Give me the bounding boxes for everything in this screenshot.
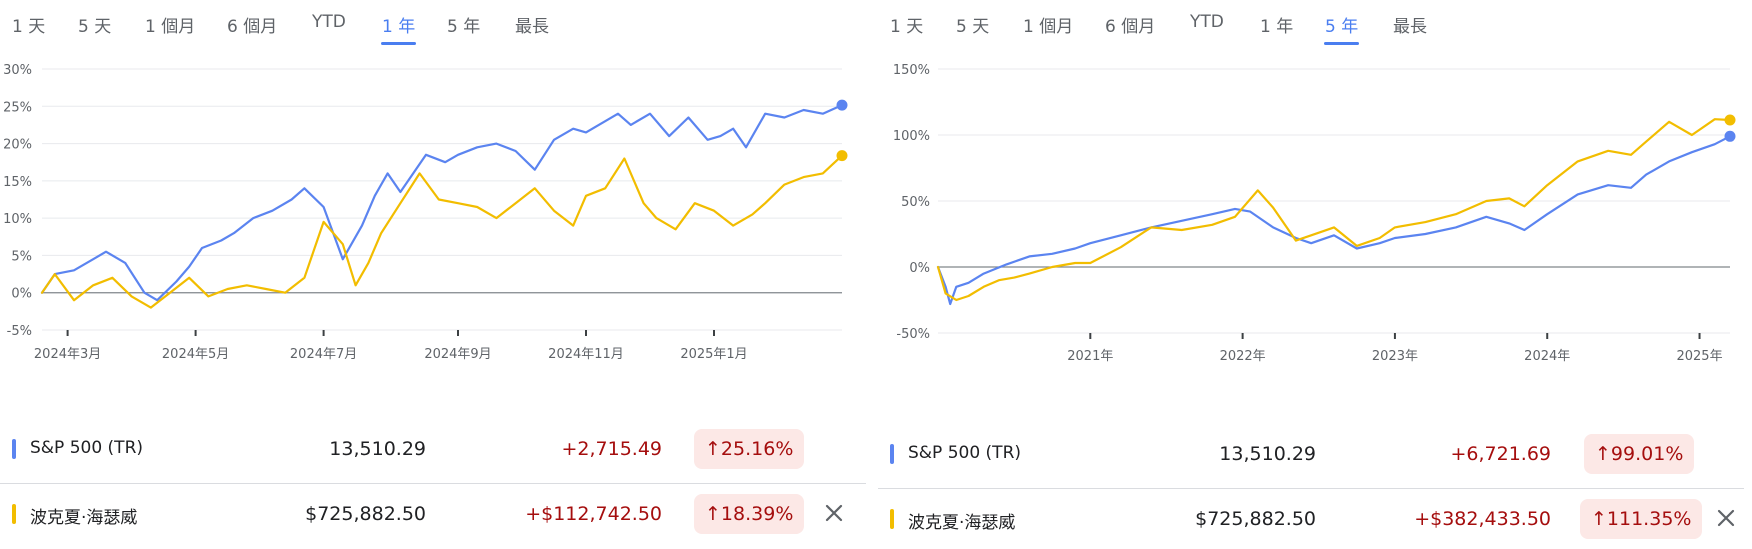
percent-change-badge: ↑25.16% (694, 429, 805, 469)
berkshire-end-dot (836, 150, 848, 162)
x-tick-label: 2025年 (1676, 349, 1722, 364)
x-tick-label: 2024年11月 (548, 347, 624, 362)
tab-5y[interactable]: 5 年 (447, 17, 481, 37)
series-name: S&P 500 (TR) (30, 438, 144, 458)
berkshire-line (936, 118, 1732, 302)
arrow-up-icon: ↑ (705, 503, 721, 525)
percent-change-badge: ↑99.01% (1584, 434, 1695, 474)
x-tick-label: 2021年 (1067, 349, 1113, 364)
sp500-end-dot (836, 99, 848, 111)
current-price: $725,882.50 (1195, 508, 1316, 530)
current-price: $725,882.50 (305, 503, 426, 525)
x-tick-label: 2024年7月 (290, 347, 357, 362)
x-tick-label: 2022年 (1220, 349, 1266, 364)
y-tick-label: 20% (3, 138, 32, 153)
tab-5d[interactable]: 5 天 (956, 17, 990, 37)
y-tick-label: 30% (3, 63, 32, 78)
y-tick-label: 100% (893, 129, 930, 144)
x-tick-label: 2024年 (1524, 349, 1570, 364)
tab-1m[interactable]: 1 個月 (145, 17, 196, 37)
x-tick-label: 2024年3月 (34, 347, 101, 362)
tab-max[interactable]: 最長 (1393, 17, 1427, 37)
price-change: +$382,433.50 (1414, 508, 1551, 530)
tab-5y[interactable]: 5 年 (1323, 12, 1360, 45)
tab-ytd[interactable]: YTD (1190, 12, 1224, 32)
series-name: 波克夏·海瑟威 (30, 508, 138, 528)
legend-row-berkshire[interactable]: 波克夏·海瑟威 $725,882.50 +$382,433.50 ↑111.35… (878, 488, 1744, 548)
series-name: S&P 500 (TR) (908, 443, 1022, 463)
chart-panel-5-years: 1 天 5 天 1 個月 6 個月 YTD 1 年 5 年 最長 -50% 0% 50% 100% 1… (878, 0, 1744, 549)
tab-ytd[interactable]: YTD (312, 12, 346, 32)
series-color-bar (12, 504, 16, 524)
x-tick-label: 2025年1月 (680, 347, 747, 362)
y-tick-label: 25% (3, 100, 32, 115)
legend-row-sp500[interactable]: S&P 500 (TR) 13,510.29 +2,715.49 ↑25.16% (0, 419, 866, 479)
arrow-up-icon: ↑ (1591, 508, 1607, 530)
y-tick-label: 150% (893, 63, 930, 78)
performance-line-chart: -50% 0% 50% 100% 150% 2021年 2022年 2023年 2024年 202… (893, 63, 1736, 364)
y-tick-label: 0% (909, 261, 930, 276)
tab-6m[interactable]: 6 個月 (1105, 17, 1156, 37)
y-tick-label: -50% (896, 327, 930, 342)
close-icon[interactable] (1714, 506, 1738, 530)
price-change: +6,721.69 (1450, 443, 1551, 465)
y-tick-label: 50% (901, 195, 930, 210)
berkshire-line (40, 154, 844, 309)
sp500-end-dot (1724, 130, 1736, 142)
percent-change-badge: ↑18.39% (694, 494, 805, 534)
arrow-up-icon: ↑ (705, 438, 721, 460)
price-change: +2,715.49 (561, 438, 662, 460)
tab-1d[interactable]: 1 天 (890, 17, 924, 37)
sp500-line (40, 103, 844, 302)
x-tick-label: 2024年5月 (162, 347, 229, 362)
tab-6m[interactable]: 6 個月 (227, 17, 278, 37)
tab-1y[interactable]: 1 年 (1260, 17, 1294, 37)
y-tick-label: 0% (11, 287, 32, 302)
performance-line-chart: -5% 0% 5% 10% 15% 20% 25% 30% 2024年3月 2024年5月 2024… (3, 63, 848, 362)
x-tick-label: 2023年 (1372, 349, 1418, 364)
series-color-bar (890, 509, 894, 529)
price-change: +$112,742.50 (525, 503, 662, 525)
tab-5d[interactable]: 5 天 (78, 17, 112, 37)
legend-row-sp500[interactable]: S&P 500 (TR) 13,510.29 +6,721.69 ↑99.01% (878, 424, 1744, 484)
legend-row-berkshire[interactable]: 波克夏·海瑟威 $725,882.50 +$112,742.50 ↑18.39% (0, 483, 866, 543)
y-tick-label: 10% (3, 212, 32, 227)
current-price: 13,510.29 (329, 438, 426, 460)
close-icon[interactable] (822, 501, 846, 525)
tab-1d[interactable]: 1 天 (12, 17, 46, 37)
y-tick-label: -5% (7, 324, 32, 339)
tab-max[interactable]: 最長 (515, 17, 549, 37)
x-tick-label: 2024年9月 (424, 347, 491, 362)
arrow-up-icon: ↑ (1595, 443, 1611, 465)
chart-panel-1-year: 1 天 5 天 1 個月 6 個月 YTD 1 年 5 年 最長 -5% 0% 5% 10% 15% 2… (0, 0, 866, 549)
percent-change-badge: ↑111.35% (1580, 499, 1703, 539)
series-color-bar (12, 439, 16, 459)
tab-1y[interactable]: 1 年 (380, 12, 417, 45)
y-tick-label: 15% (3, 175, 32, 190)
series-color-bar (890, 444, 894, 464)
series-name: 波克夏·海瑟威 (908, 513, 1016, 533)
berkshire-end-dot (1724, 114, 1736, 126)
tab-1m[interactable]: 1 個月 (1023, 17, 1074, 37)
current-price: 13,510.29 (1219, 443, 1316, 465)
y-tick-label: 5% (11, 249, 32, 264)
sp500-line (936, 135, 1732, 306)
